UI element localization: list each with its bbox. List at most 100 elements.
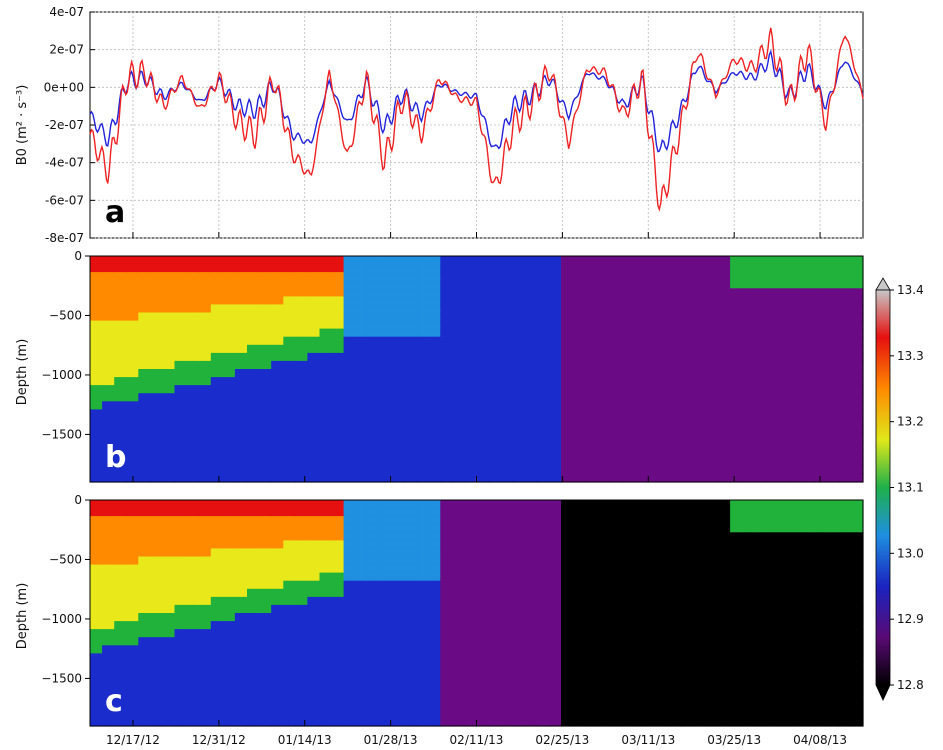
heatmap-cell xyxy=(730,320,743,330)
heatmap-cell xyxy=(549,304,562,314)
heatmap-cell xyxy=(790,417,804,427)
heatmap-cell xyxy=(754,613,767,622)
heatmap-cell xyxy=(802,377,816,386)
heatmap-cell xyxy=(633,328,647,338)
heatmap-cell xyxy=(609,385,623,394)
heatmap-cell xyxy=(138,417,151,427)
heatmap-cell xyxy=(524,425,538,435)
heatmap-cell xyxy=(536,588,550,598)
heatmap-cell xyxy=(826,457,840,467)
heatmap-cell xyxy=(464,264,478,273)
heatmap-cell xyxy=(90,256,103,265)
heatmap-cell xyxy=(392,272,405,281)
heatmap-cell xyxy=(404,352,417,362)
heatmap-cell xyxy=(114,613,127,622)
heatmap-cell xyxy=(343,433,357,443)
heatmap-cell xyxy=(259,360,272,370)
heatmap-cell xyxy=(367,556,381,566)
heatmap-cell xyxy=(331,645,345,654)
heatmap-cell xyxy=(464,401,478,410)
heatmap-cell xyxy=(706,629,719,638)
heatmap-cell xyxy=(524,433,538,443)
heatmap-cell xyxy=(210,532,224,541)
heatmap-cell xyxy=(440,580,453,590)
heatmap-cell xyxy=(790,580,804,590)
heatmap-cell xyxy=(766,272,780,281)
heatmap-cell xyxy=(476,621,490,630)
heatmap-cell xyxy=(838,336,852,346)
heatmap-cell xyxy=(838,717,852,727)
heatmap-cell xyxy=(464,473,478,483)
heatmap-cell xyxy=(186,377,200,386)
heatmap-cell xyxy=(814,677,828,687)
heatmap-cell xyxy=(609,709,623,719)
heatmap-cell xyxy=(392,385,405,394)
heatmap-cell xyxy=(392,449,405,459)
heatmap-cell xyxy=(766,613,780,622)
heatmap-cell xyxy=(404,336,417,346)
heatmap-cell xyxy=(524,508,538,517)
heatmap-cell xyxy=(174,540,188,550)
heatmap-cell xyxy=(404,425,417,435)
heatmap-cell xyxy=(150,336,164,346)
heatmap-cell xyxy=(295,409,308,419)
heatmap-cell xyxy=(392,360,405,370)
heatmap-cell xyxy=(271,304,284,314)
heatmap-cell xyxy=(259,377,272,386)
heatmap-cell xyxy=(138,500,151,509)
heatmap-cell xyxy=(102,661,115,671)
heatmap-cell xyxy=(500,449,514,459)
heatmap-cell xyxy=(126,256,139,265)
heatmap-cell xyxy=(126,304,139,314)
heatmap-cell xyxy=(114,320,127,330)
heatmap-cell xyxy=(271,360,284,370)
heatmap-cell xyxy=(693,596,707,606)
heatmap-cell xyxy=(621,621,635,630)
heatmap-cell xyxy=(379,425,393,435)
heatmap-cell xyxy=(609,596,623,606)
heatmap-cell xyxy=(754,693,767,703)
heatmap-cell xyxy=(573,604,586,614)
heatmap-cell xyxy=(126,556,139,566)
heatmap-cell xyxy=(597,693,610,703)
heatmap-cell xyxy=(850,709,864,719)
heatmap-cell xyxy=(573,425,586,435)
heatmap-cell xyxy=(597,409,610,419)
heatmap-cell xyxy=(609,508,623,517)
heatmap-cell xyxy=(174,264,188,273)
heatmap-cell xyxy=(718,441,731,451)
panel-b-ylabel: Depth (m) xyxy=(15,339,30,406)
heatmap-cell xyxy=(597,473,610,483)
heatmap-cell xyxy=(138,473,151,483)
heatmap-cell xyxy=(561,508,574,517)
heatmap-cell xyxy=(271,264,284,273)
heatmap-cell xyxy=(234,685,248,695)
heatmap-cell xyxy=(162,709,176,719)
heatmap-cell xyxy=(416,516,429,525)
heatmap-cell xyxy=(476,417,490,427)
heatmap-cell xyxy=(198,344,212,354)
heatmap-cell xyxy=(790,272,804,281)
heatmap-cell xyxy=(114,653,127,663)
heatmap-cell xyxy=(609,661,623,671)
heatmap-cell xyxy=(90,465,103,475)
heatmap-cell xyxy=(742,377,755,386)
heatmap-cell xyxy=(452,433,465,443)
heatmap-cell xyxy=(440,256,453,265)
heatmap-cell xyxy=(440,304,453,314)
heatmap-cell xyxy=(392,457,405,467)
heatmap-cell xyxy=(621,417,635,427)
heatmap-cell xyxy=(549,556,562,566)
heatmap-cell xyxy=(440,556,453,566)
heatmap-cell xyxy=(633,264,647,273)
heatmap-cell xyxy=(730,604,743,614)
heatmap-cell xyxy=(512,596,526,606)
heatmap-cell xyxy=(355,717,369,727)
heatmap-cell xyxy=(247,645,260,654)
heatmap-cell xyxy=(114,288,127,297)
heatmap-cell xyxy=(174,629,188,638)
heatmap-cell xyxy=(512,580,526,590)
heatmap-cell xyxy=(174,401,188,410)
heatmap-cell xyxy=(718,604,731,614)
heatmap-cell xyxy=(561,532,574,541)
